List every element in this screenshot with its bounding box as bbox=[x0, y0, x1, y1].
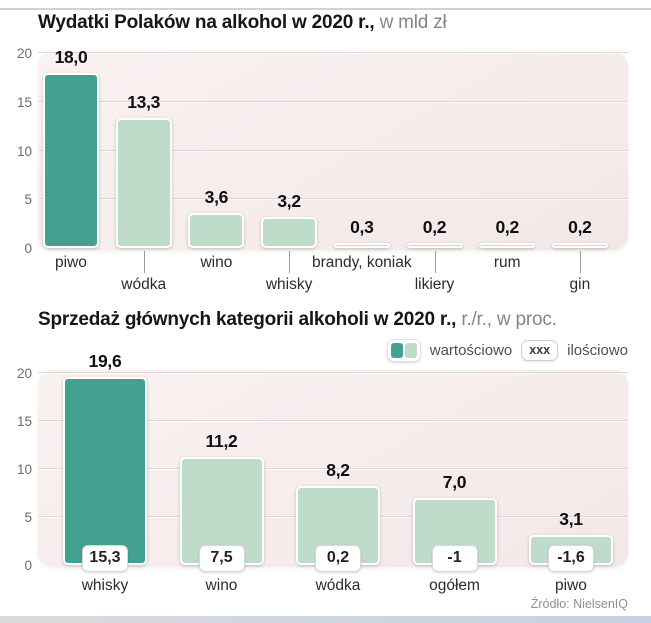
y-tick-label-10: 10 bbox=[16, 143, 32, 159]
category-tick-whisky bbox=[289, 251, 291, 273]
value-label-whisky: 3,2 bbox=[277, 190, 301, 211]
legend-swatch-dark bbox=[390, 343, 403, 358]
bar-likiery bbox=[406, 243, 463, 248]
y-tick-label-15: 15 bbox=[16, 94, 32, 110]
value-label-wódka: 8,2 bbox=[326, 460, 350, 481]
chart2-title: Sprzedaż głównych kategorii alkoholi w 2… bbox=[38, 309, 557, 331]
gridline-5 bbox=[38, 198, 628, 200]
chart1-category-axis: piwo wódka wino whisky brandy, koniak likiery… bbox=[38, 250, 628, 300]
category-label-wino: wino bbox=[200, 254, 233, 271]
gridline-15 bbox=[38, 100, 628, 102]
chart1-title-unit: w mld zł bbox=[374, 12, 447, 33]
qty-box-wódka: 0,2 bbox=[315, 545, 361, 572]
legend-color-swatch bbox=[386, 339, 421, 362]
gridline-20 bbox=[38, 52, 628, 53]
value-label-rum: 0,2 bbox=[495, 217, 519, 237]
value-label-likiery: 0,2 bbox=[422, 217, 447, 237]
gridline-15 bbox=[38, 420, 628, 421]
y-tick-label-10: 10 bbox=[16, 462, 32, 477]
category-label-piwo: piwo bbox=[555, 577, 587, 594]
chart2-category-axis: whisky wino wódka ogółem piwo bbox=[38, 567, 628, 599]
chart1-y-axis: 0 5 10 15 20 bbox=[4, 46, 32, 256]
bar-wódka bbox=[115, 118, 172, 248]
chart2-title-unit: r./r., w proc. bbox=[456, 309, 557, 330]
legend-label-ilosciowo: ilościowo bbox=[567, 342, 628, 359]
chart1-plot-area: 18,0 13,3 3,6 3,2 0,3 0,2 0,2 0,2 bbox=[38, 47, 628, 250]
legend-xxx-badge: xxx bbox=[521, 340, 559, 361]
source-credit: Źródło: NielsenIQ bbox=[530, 597, 628, 611]
value-label-whisky: 19,6 bbox=[88, 350, 122, 371]
category-label-ogółem: ogółem bbox=[429, 577, 480, 594]
category-label-gin: gin bbox=[569, 276, 591, 293]
bar-piwo bbox=[43, 72, 99, 248]
value-label-gin: 0,2 bbox=[568, 217, 592, 237]
qty-box-ogółem: -1 bbox=[431, 545, 478, 572]
category-tick-wódka bbox=[143, 251, 145, 273]
bar-rum bbox=[479, 243, 536, 248]
chart2-plot-area: 19,6 15,3 11,2 7,5 8,2 0,2 7,0 -1 3,1 -1,6 bbox=[38, 351, 628, 572]
value-label-piwo: 3,1 bbox=[559, 509, 583, 530]
category-label-rum: rum bbox=[493, 254, 521, 271]
chart1-title: Wydatki Polaków na alkohol w 2020 r., w … bbox=[38, 12, 447, 34]
qty-box-piwo: -1,6 bbox=[548, 545, 594, 572]
y-tick-label-0: 0 bbox=[24, 558, 32, 573]
qty-box-whisky: 15,3 bbox=[82, 545, 128, 572]
qty-box-wino: 7,5 bbox=[198, 545, 245, 572]
bar-gin bbox=[551, 243, 608, 248]
top-divider bbox=[0, 8, 651, 10]
category-tick-gin bbox=[579, 251, 581, 273]
category-tick-likiery bbox=[434, 251, 436, 273]
category-label-whisky: whisky bbox=[81, 577, 129, 594]
y-tick-label-5: 5 bbox=[24, 192, 32, 208]
y-tick-label-5: 5 bbox=[24, 510, 32, 525]
chart2-y-axis: 0 5 10 15 20 bbox=[4, 366, 32, 573]
value-label-ogółem: 7,0 bbox=[442, 471, 467, 492]
category-label-wino: wino bbox=[205, 577, 238, 594]
category-label-wódka: wódka bbox=[315, 577, 361, 594]
bar-whisky bbox=[63, 376, 147, 565]
value-label-brandy, koniak: 0,3 bbox=[350, 217, 374, 237]
bar-whisky bbox=[261, 216, 318, 248]
chart2-title-bold: Sprzedaż głównych kategorii alkoholi w 2… bbox=[38, 309, 457, 330]
chart1-title-bold: Wydatki Polaków na alkohol w 2020 r., bbox=[38, 12, 375, 33]
gridline-10 bbox=[38, 468, 628, 469]
value-label-piwo: 18,0 bbox=[54, 46, 88, 67]
y-tick-label-15: 15 bbox=[16, 414, 32, 429]
value-label-wino: 3,6 bbox=[204, 186, 229, 207]
legend-swatch-light bbox=[404, 343, 417, 358]
gridline-20 bbox=[38, 372, 628, 373]
chart2-legend: wartościowo xxx ilościowo bbox=[386, 339, 628, 362]
gridline-10 bbox=[38, 149, 628, 151]
category-label-whisky: whisky bbox=[265, 276, 313, 293]
legend-label-wartosciowo: wartościowo bbox=[429, 342, 513, 359]
bottom-divider bbox=[0, 616, 651, 623]
category-label-likiery: likiery bbox=[414, 276, 455, 293]
value-label-wino: 11,2 bbox=[205, 431, 238, 452]
bar-wino bbox=[188, 212, 245, 248]
y-tick-label-20: 20 bbox=[16, 46, 32, 61]
value-label-wódka: 13,3 bbox=[127, 92, 161, 113]
category-label-wódka: wódka bbox=[121, 276, 167, 293]
y-tick-label-20: 20 bbox=[16, 366, 32, 381]
bar-brandy, koniak bbox=[333, 243, 390, 248]
category-label-piwo: piwo bbox=[55, 254, 87, 271]
y-tick-label-0: 0 bbox=[24, 241, 32, 256]
category-label-brandy, koniak: brandy, koniak bbox=[311, 254, 412, 271]
